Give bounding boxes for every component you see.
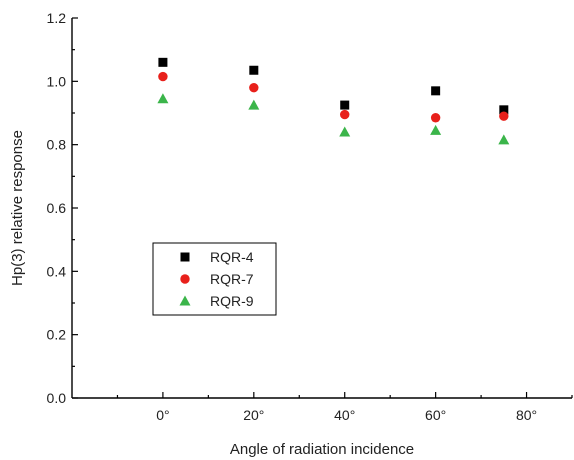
data-point-rqr-7 bbox=[249, 82, 259, 93]
axes bbox=[71, 18, 572, 399]
data-marks bbox=[157, 57, 510, 145]
y-tick-label: 0.6 bbox=[47, 200, 67, 216]
data-point-rqr-7 bbox=[340, 109, 350, 120]
y-tick-label: 0.4 bbox=[47, 263, 67, 279]
legend-marker-rqr-7 bbox=[180, 274, 190, 284]
y-tick-label: 0.8 bbox=[47, 137, 67, 153]
data-point-rqr-4 bbox=[499, 105, 509, 115]
y-axis-title: Hp(3) relative response bbox=[9, 130, 26, 286]
data-point-rqr-7 bbox=[430, 113, 441, 123]
legend-label-rqr-9: RQR-9 bbox=[210, 293, 254, 309]
data-point-rqr-4 bbox=[249, 65, 259, 75]
data-point-rqr-9 bbox=[430, 124, 442, 135]
y-tick-label: 1.0 bbox=[47, 73, 67, 89]
data-point-rqr-4 bbox=[431, 86, 441, 96]
data-point-rqr-9 bbox=[248, 99, 260, 110]
data-point-rqr-7 bbox=[499, 111, 509, 121]
legend: RQR-4 RQR-7 RQR-9 bbox=[152, 242, 277, 316]
data-point-rqr-9 bbox=[157, 93, 169, 104]
data-point-rqr-4 bbox=[158, 57, 168, 67]
legend-marker-rqr-4 bbox=[180, 252, 190, 262]
x-axis-title: Angle of radiation incidence bbox=[230, 441, 414, 458]
x-tick-label: 0° bbox=[156, 407, 169, 423]
y-tick-label: 1.2 bbox=[47, 10, 67, 26]
x-tick-label: 40° bbox=[334, 407, 355, 423]
x-tick-label: 80° bbox=[516, 407, 537, 423]
legend-marker-rqr-9 bbox=[179, 295, 191, 306]
ticks: 0.0 0.2 0.4 0.6 0.8 1.0 1.2 0° 20° 40° 60° 80° bbox=[47, 10, 573, 423]
data-point-rqr-4 bbox=[340, 100, 350, 110]
y-tick-label: 0.2 bbox=[47, 327, 67, 343]
x-tick-label: 60° bbox=[425, 407, 446, 423]
legend-label-rqr-4: RQR-4 bbox=[210, 249, 254, 265]
data-point-rqr-9 bbox=[498, 134, 510, 145]
legend-box bbox=[152, 242, 277, 316]
y-tick-label: 0.0 bbox=[47, 390, 67, 406]
x-tick-label: 20° bbox=[243, 407, 264, 423]
data-point-rqr-7 bbox=[158, 71, 168, 82]
legend-label-rqr-7: RQR-7 bbox=[210, 271, 254, 287]
data-point-rqr-9 bbox=[339, 126, 351, 137]
